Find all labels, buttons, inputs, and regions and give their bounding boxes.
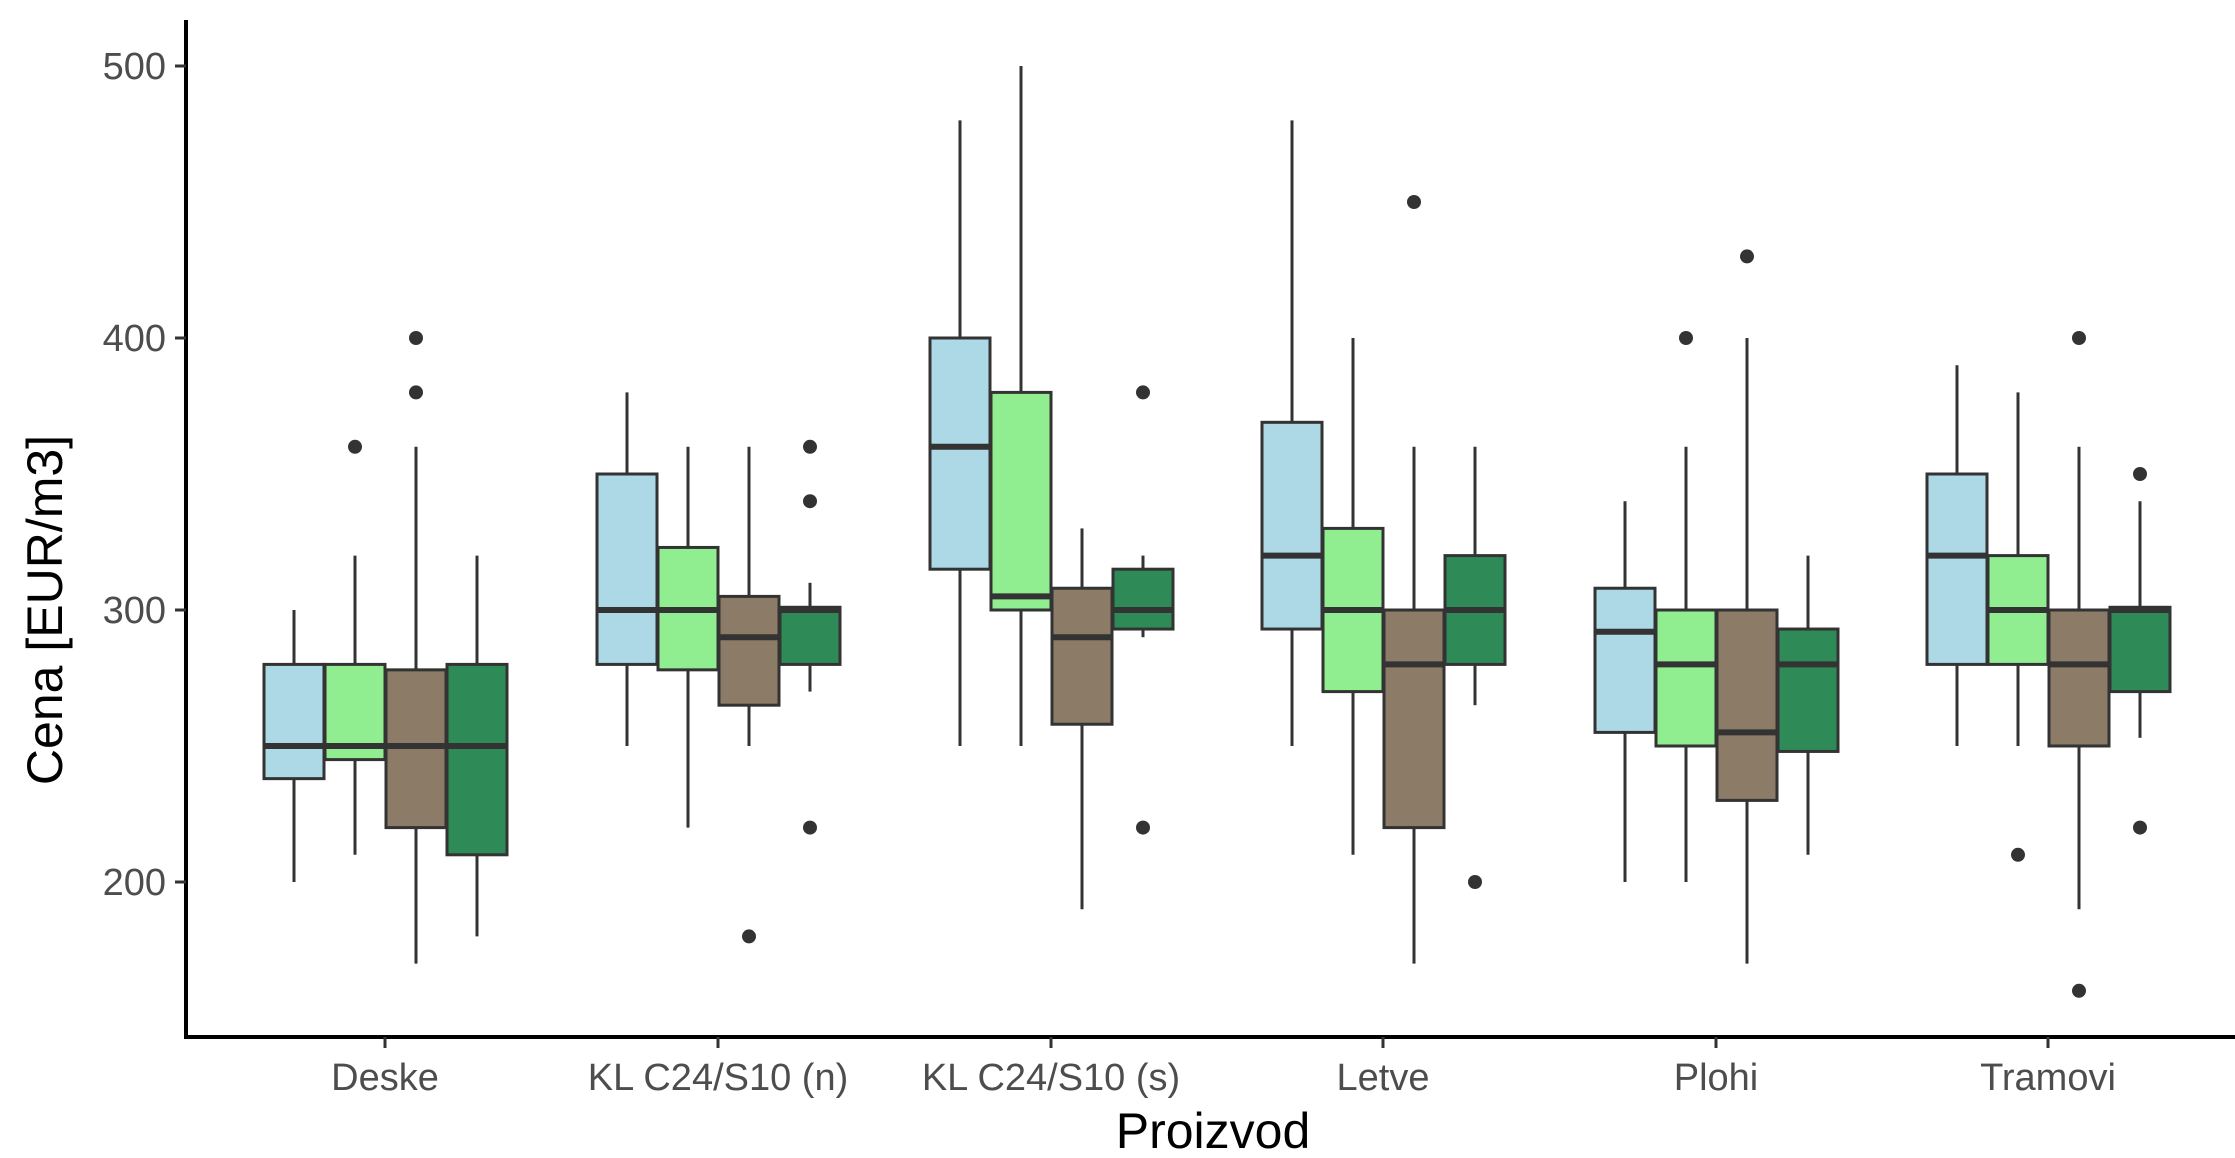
x-tick-label: KL C24/S10 (s)	[922, 1057, 1180, 1099]
box-iqr	[445, 662, 509, 857]
x-tick-label: KL C24/S10 (n)	[588, 1057, 849, 1099]
box-group-4	[1593, 249, 1840, 964]
outlier-point	[1407, 195, 1421, 209]
x-axis-ticks: Deske KL C24/S10 (n) KL C24/S10 (s) Letve Pl…	[331, 1037, 2116, 1099]
outlier-point	[2072, 983, 2086, 998]
box-group-1	[595, 392, 842, 944]
outlier-point	[1136, 385, 1150, 400]
box-iqr	[1593, 586, 1657, 734]
box-group-2	[928, 66, 1175, 910]
box-iqr	[989, 390, 1053, 612]
outlier-point	[348, 439, 362, 454]
outlier-point	[1136, 820, 1150, 835]
plot-area	[262, 66, 2172, 998]
box-group-0	[262, 331, 509, 964]
outlier-point	[1468, 875, 1482, 889]
y-axis-title: Cena [EUR/m3]	[17, 435, 73, 785]
box-group-5	[1925, 331, 2172, 998]
outlier-point	[409, 331, 423, 345]
y-axis-ticks: 200 300 400 500	[103, 46, 186, 904]
box-iqr	[1382, 608, 1446, 830]
x-axis-title: Proizvod	[1116, 1103, 1311, 1158]
box-iqr	[2047, 608, 2111, 748]
box-iqr	[2108, 605, 2172, 694]
box-iqr	[595, 472, 659, 666]
x-tick-label: Tramovi	[1980, 1057, 2116, 1099]
box-iqr	[1111, 567, 1175, 631]
outlier-point	[1679, 331, 1693, 345]
box-iqr	[1050, 586, 1114, 726]
outlier-point	[2133, 467, 2147, 481]
box-iqr	[1260, 420, 1324, 631]
outlier-point	[803, 494, 817, 509]
outlier-point	[803, 439, 817, 454]
outlier-point	[1740, 249, 1754, 264]
box-iqr	[1715, 608, 1779, 802]
box-iqr	[1925, 472, 1989, 666]
outlier-point	[742, 929, 756, 944]
box-iqr	[778, 605, 842, 666]
box-iqr	[1776, 627, 1840, 753]
y-tick-label: 300	[103, 590, 166, 632]
y-tick-label: 500	[103, 46, 166, 88]
y-tick-label: 400	[103, 318, 166, 360]
outlier-point	[2072, 331, 2086, 345]
outlier-point	[2011, 847, 2025, 862]
box-iqr	[928, 336, 992, 571]
y-tick-label: 200	[103, 862, 166, 904]
box-iqr	[262, 662, 326, 781]
box-iqr	[717, 594, 781, 707]
outlier-point	[409, 385, 423, 400]
outlier-point	[2133, 820, 2147, 835]
box-group-3	[1260, 120, 1507, 964]
box-iqr	[1654, 608, 1718, 748]
x-tick-label: Deske	[331, 1057, 439, 1099]
outlier-point	[803, 820, 817, 835]
x-tick-label: Plohi	[1674, 1057, 1759, 1099]
x-tick-label: Letve	[1337, 1057, 1430, 1099]
